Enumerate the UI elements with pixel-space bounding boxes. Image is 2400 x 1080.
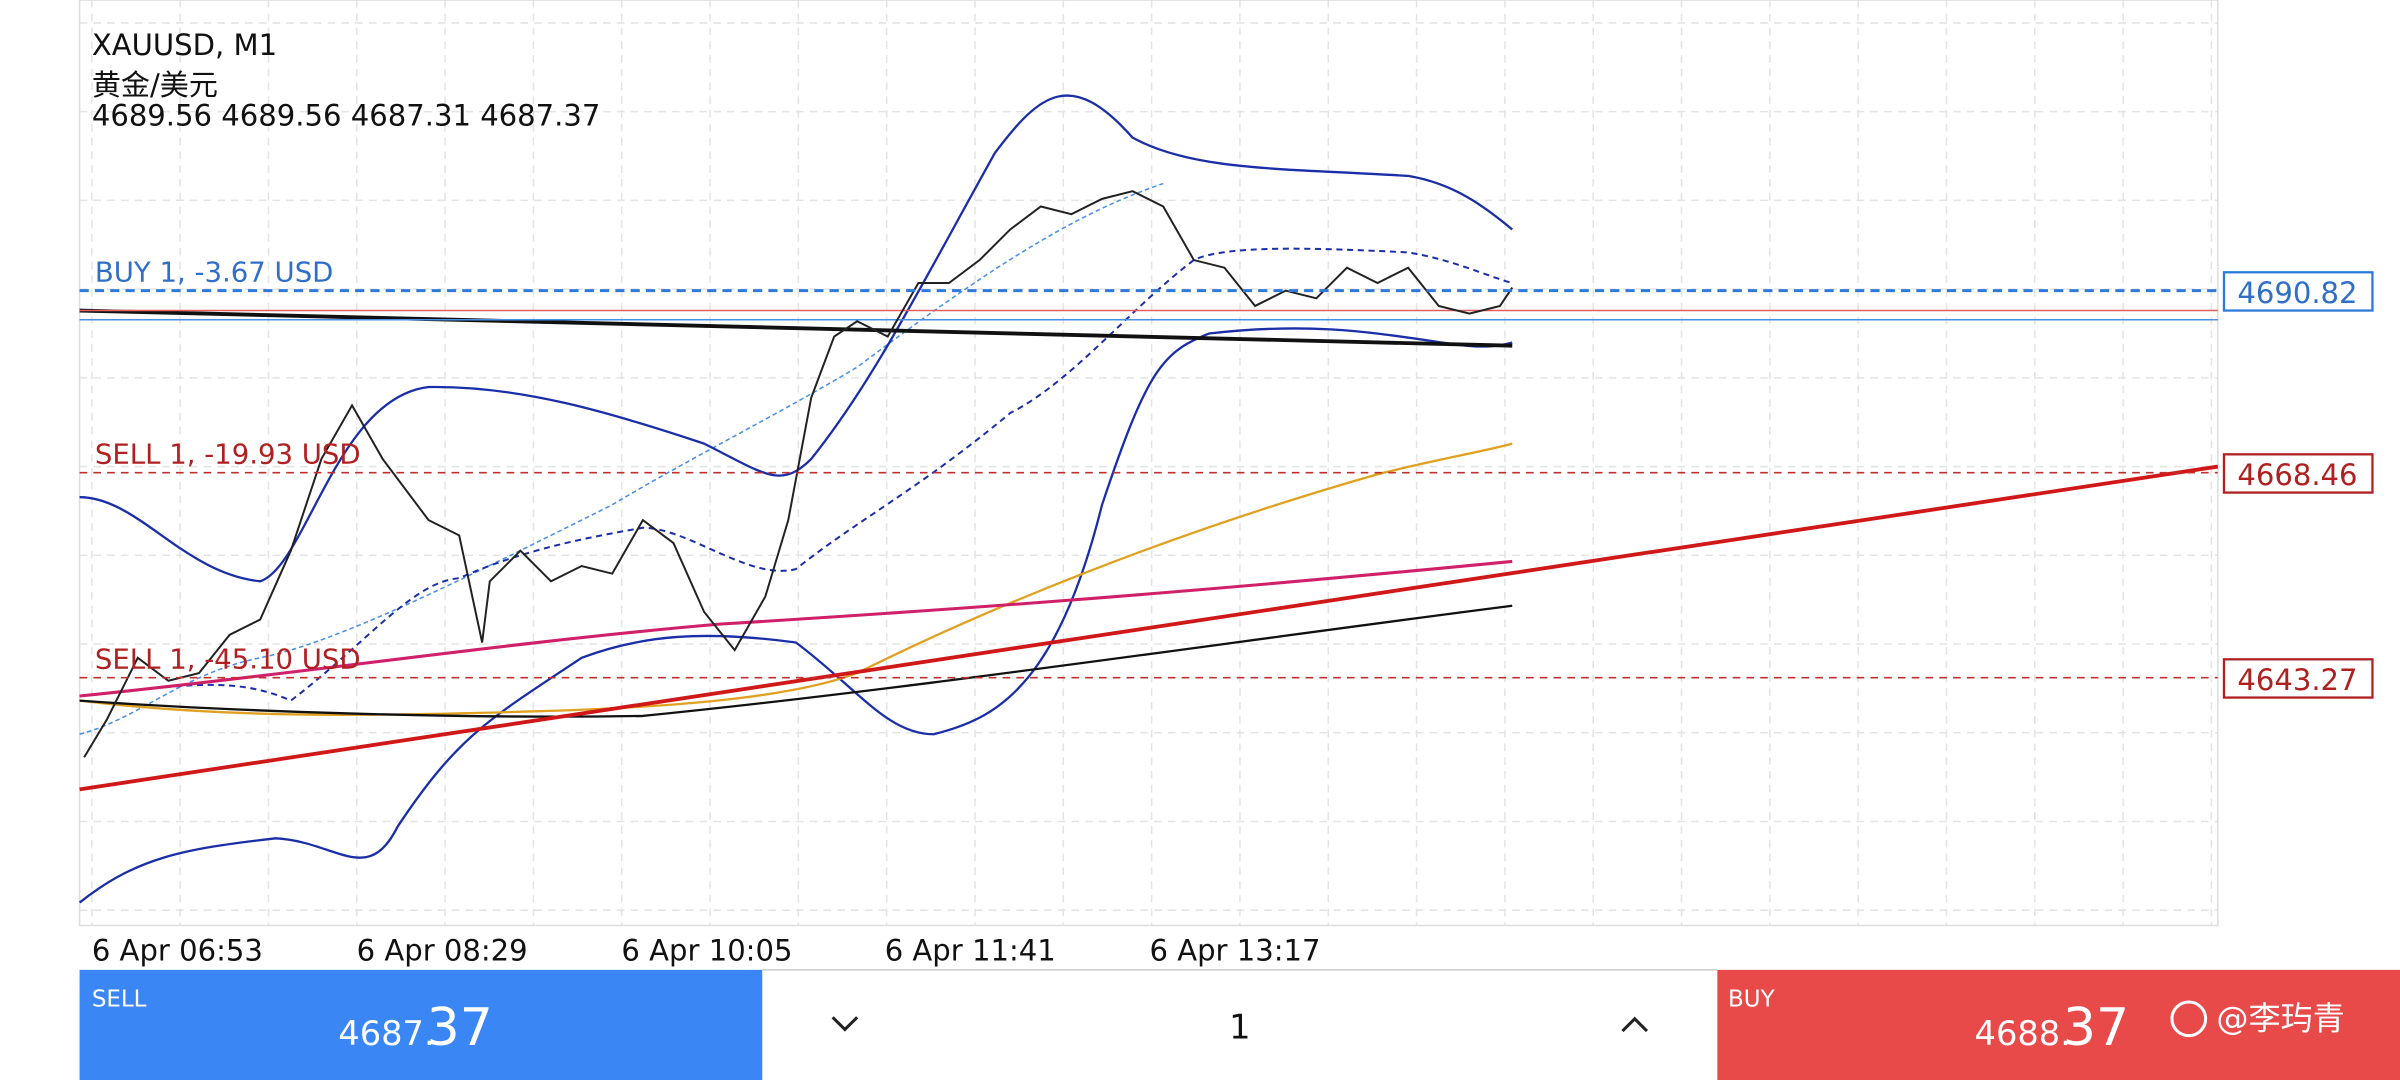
buy-price-big: 37 <box>2063 998 2129 1058</box>
bollinger-middle <box>79 247 1513 702</box>
watermark-icon <box>2170 1000 2208 1038</box>
signal-line <box>79 182 1164 736</box>
ma-fast <box>79 604 1513 718</box>
volume-up[interactable] <box>1621 1016 1649 1033</box>
time-label: 6 Apr 13:17 <box>1149 934 1320 968</box>
support-line <box>79 308 1513 348</box>
price-tag-text: 4690.82 <box>2237 276 2357 310</box>
sell-button[interactable] <box>79 969 763 1080</box>
price-tag <box>2222 658 2374 699</box>
symbol-name: 黄金/美元 <box>92 68 218 102</box>
sell-price-big: 37 <box>427 998 493 1058</box>
bollinger-upper <box>79 94 1513 583</box>
grid <box>79 0 2218 926</box>
time-label: 6 Apr 10:05 <box>621 934 792 968</box>
chart-frame <box>78 0 2219 927</box>
sell-price: 4687. <box>338 1014 434 1053</box>
time-label: 6 Apr 08:29 <box>357 934 528 968</box>
buy-label: BUY <box>1728 987 1776 1013</box>
symbol: XAUUSD, M1 <box>92 28 277 62</box>
time-label: 6 Apr 06:53 <box>92 934 263 968</box>
watermark: @李玙青 <box>2216 1000 2345 1038</box>
volume-down[interactable] <box>831 1016 859 1032</box>
ohlc: 4689.56 4689.56 4687.31 4687.37 <box>92 98 601 132</box>
buy-button[interactable] <box>1717 969 2400 1080</box>
price-path <box>83 190 1514 758</box>
price-tag-text: 4668.46 <box>2237 458 2357 492</box>
buy-price: 4688. <box>1975 1014 2071 1053</box>
volume[interactable]: 1 <box>1229 1008 1250 1047</box>
ma-mid <box>79 559 1513 698</box>
price-tag <box>2222 453 2374 494</box>
sell-label: SELL <box>92 987 147 1013</box>
order-label: BUY 1, -3.67 USD <box>95 256 334 288</box>
bollinger-lower <box>78 327 1513 904</box>
trend-line <box>79 464 2219 792</box>
order-label: SELL 1, -19.93 USD <box>95 439 361 471</box>
order-label: SELL 1, -45.10 USD <box>95 644 361 676</box>
time-label: 6 Apr 11:41 <box>885 934 1056 968</box>
price-tag-text: 4643.27 <box>2237 663 2357 697</box>
price-tag <box>2222 271 2374 312</box>
